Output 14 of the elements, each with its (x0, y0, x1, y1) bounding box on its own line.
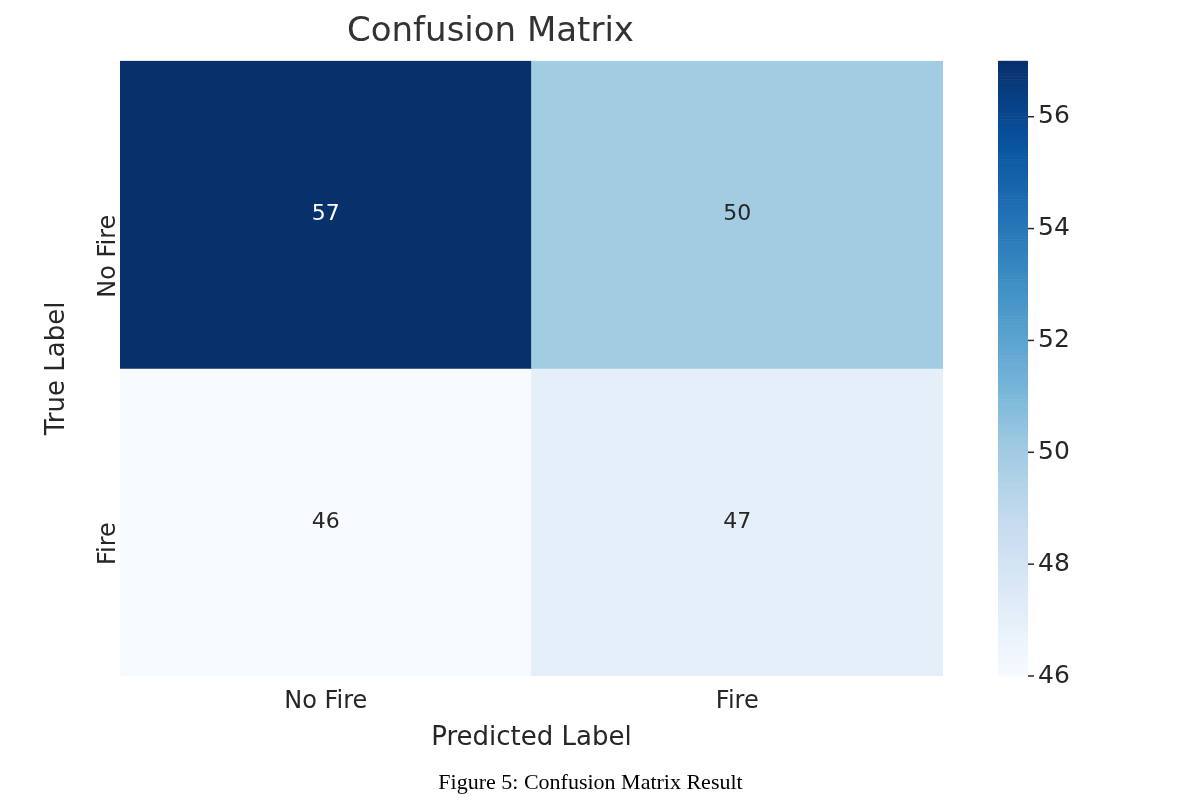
data-label: 46 (311, 507, 340, 533)
chart-title: Confusion Matrix (347, 9, 634, 50)
data-label: 47 (723, 507, 752, 533)
caption: Figure 5: Confusion Matrix Result (438, 768, 743, 794)
data-label: 57 (311, 200, 340, 226)
color-bar-label: 56 (1038, 100, 1070, 130)
y-axis-title: True Label (40, 301, 71, 437)
color-bar-label: 50 (1038, 435, 1070, 465)
color-bar-label: 52 (1038, 323, 1070, 353)
x-axis-title: Predicted Label (431, 721, 632, 752)
data-label: 50 (723, 200, 752, 226)
color-bar-label: 48 (1038, 547, 1070, 577)
color-bar-label: 54 (1038, 212, 1070, 242)
color-bar-label: 46 (1038, 659, 1070, 689)
